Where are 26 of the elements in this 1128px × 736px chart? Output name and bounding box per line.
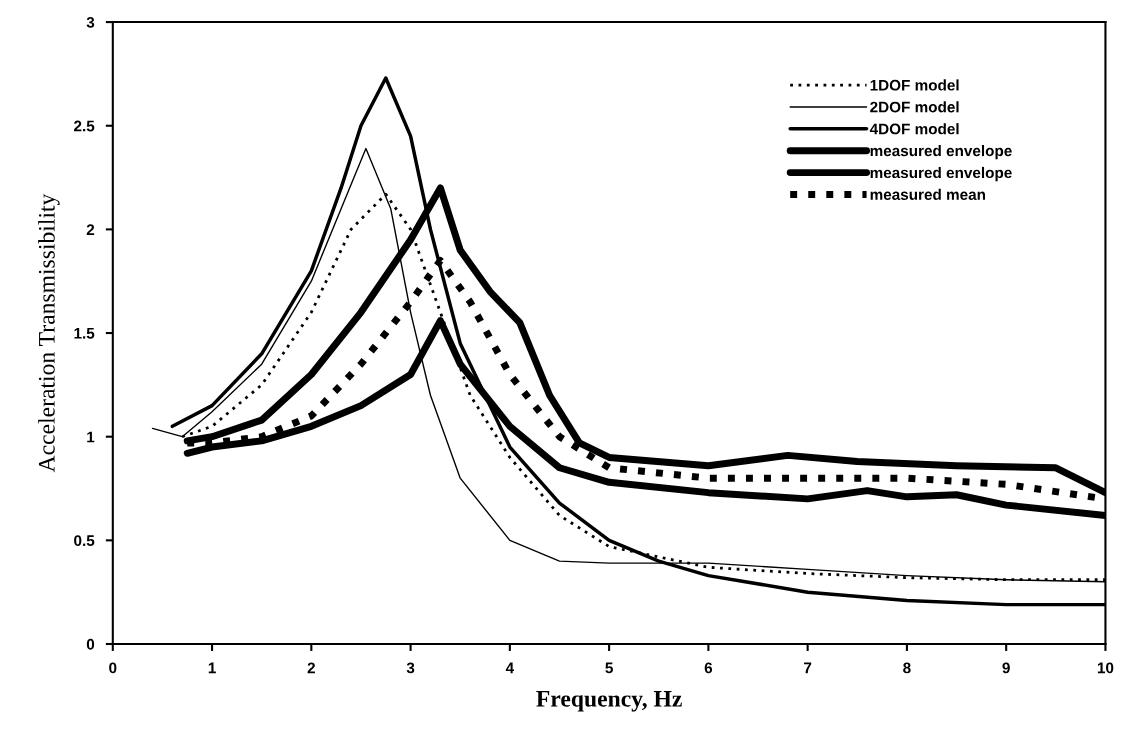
x-tick-label: 4 <box>505 662 515 674</box>
x-tick-label: 9 <box>1002 662 1010 674</box>
legend-label: 1DOF model <box>870 79 959 91</box>
legend-label: 2DOF model <box>870 101 959 113</box>
y-tick-label: 1 <box>87 431 95 443</box>
legend-label: measured mean <box>870 188 986 200</box>
y-tick-label: 0.5 <box>74 535 95 547</box>
x-axis-title: Frequency, Hz <box>536 691 682 712</box>
y-tick-label: 1.5 <box>74 328 95 339</box>
legend-label: 4DOF model <box>869 123 959 135</box>
x-tick-label: 7 <box>804 662 812 674</box>
y-tick-label: 3 <box>86 16 95 28</box>
y-tick-label: 0 <box>86 638 95 650</box>
x-tick-label: 10 <box>1097 662 1114 674</box>
x-tick-label: 1 <box>208 662 216 674</box>
y-tick-label: 2.5 <box>74 120 95 132</box>
legend-label: measured envelope <box>870 166 1012 182</box>
x-tick-label: 5 <box>605 662 613 674</box>
x-tick-label: 2 <box>307 662 315 674</box>
y-axis-title: Acceleration Transmissibility <box>38 193 60 473</box>
y-tick-label: 2 <box>86 224 95 235</box>
x-tick-label: 8 <box>903 662 911 674</box>
legend-label: measured envelope <box>870 145 1012 160</box>
x-tick-label: 6 <box>704 662 713 674</box>
x-tick-label: 3 <box>406 662 415 674</box>
x-tick-label: 0 <box>109 662 117 674</box>
